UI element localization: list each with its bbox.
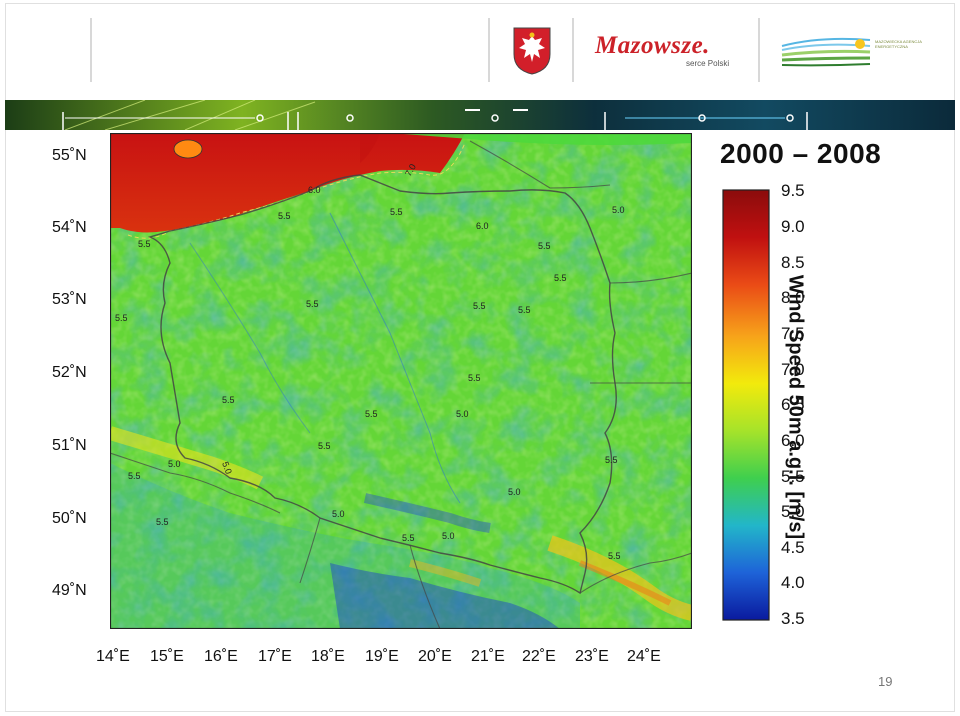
colorbar-tick-label: 4.5 <box>781 538 805 557</box>
contour-label: 5.5 <box>128 471 141 481</box>
contour-label: 5.5 <box>390 207 403 217</box>
latitude-label: 51˚N <box>52 437 87 454</box>
longitude-label: 22˚E <box>522 648 556 665</box>
contour-label: 5.5 <box>138 239 151 249</box>
header-divider <box>90 18 92 82</box>
longitude-label: 15˚E <box>150 648 184 665</box>
longitude-label: 19˚E <box>365 648 399 665</box>
header-divider <box>758 18 760 82</box>
contour-label: 5.0 <box>442 531 455 541</box>
contour-label: 5.5 <box>365 409 378 419</box>
colorbar-tick-label: 5.5 <box>781 467 805 486</box>
longitude-label: 20˚E <box>418 648 452 665</box>
header-divider <box>572 18 574 82</box>
contour-label: 5.5 <box>538 241 551 251</box>
contour-label: 5.5 <box>156 517 169 527</box>
contour-label: 6.0 <box>476 221 489 231</box>
latitude-label: 55˚N <box>52 147 87 164</box>
contour-label: 5.5 <box>402 533 415 543</box>
contour-label: 5.0 <box>508 487 521 497</box>
latitude-label: 49˚N <box>52 582 87 599</box>
colorbar-tick-label: 6.0 <box>781 431 805 450</box>
contour-label: 5.0 <box>332 509 345 519</box>
contour-label: 5.5 <box>318 441 331 451</box>
contour-label: 5.5 <box>468 373 481 383</box>
contour-label: 5.5 <box>306 299 319 309</box>
contour-label: 5.5 <box>278 211 291 221</box>
colorbar-title: Wind Speed 50m a.g.l. [m/s] <box>784 274 807 540</box>
colorbar-tick-label: 9.5 <box>781 181 805 200</box>
longitude-label: 21˚E <box>471 648 505 665</box>
decorative-banner <box>5 100 955 130</box>
coat-of-arms-icon <box>513 27 551 75</box>
mazowsze-logo-subtext: serce Polski <box>686 59 730 68</box>
longitude-label: 14˚E <box>96 648 130 665</box>
longitude-label: 16˚E <box>204 648 238 665</box>
contour-label: 5.5 <box>473 301 486 311</box>
longitude-label: 17˚E <box>258 648 292 665</box>
header-logos: Mazowsze. serce Polski MAZOWIECKA AGENCJ… <box>0 0 960 100</box>
header-divider <box>488 18 490 82</box>
contour-label: 5.0 <box>220 460 234 475</box>
longitude-label: 24˚E <box>627 648 661 665</box>
page-number: 19 <box>878 674 893 689</box>
contour-label: 5.5 <box>222 395 235 405</box>
energy-agency-logo-text: MAZOWIECKA AGENCJA ENERGETYCZNA <box>875 39 922 49</box>
map-title: 2000 – 2008 <box>720 138 882 169</box>
contour-label: 5.0 <box>168 459 181 469</box>
contour-label: 5.0 <box>456 409 469 419</box>
energy-agency-logo-icon <box>781 37 871 67</box>
contour-label: 5.5 <box>605 455 618 465</box>
contour-label: 5.5 <box>115 313 128 323</box>
latitude-label: 54˚N <box>52 219 87 236</box>
colorbar-tick-label: 6.5 <box>781 395 805 414</box>
colorbar-tick-label: 3.5 <box>781 609 805 628</box>
colorbar-tick-label: 5.0 <box>781 502 805 521</box>
latitude-label: 53˚N <box>52 291 87 308</box>
contour-label: 5.5 <box>518 305 531 315</box>
colorbar-tick-label: 9.0 <box>781 217 805 236</box>
contour-label: 5.5 <box>554 273 567 283</box>
colorbar-tick-label: 8.5 <box>781 253 805 272</box>
longitude-label: 23˚E <box>575 648 609 665</box>
colorbar-tick-label: 7.0 <box>781 360 805 379</box>
slide-border <box>5 3 955 712</box>
colorbar-tick-label: 4.0 <box>781 573 805 592</box>
colorbar-tick-label: 7.5 <box>781 324 805 343</box>
wind-speed-map: 7.0 6.0 5.5 5.5 6.0 5.5 5.0 5.5 5.5 5.5 … <box>110 133 692 629</box>
latitude-label: 52˚N <box>52 364 87 381</box>
contour-label: 6.0 <box>308 185 321 195</box>
latitude-label: 50˚N <box>52 510 87 527</box>
colorbar-tick-label: 8.0 <box>781 288 805 307</box>
colorbar <box>722 189 770 621</box>
contour-label: 5.0 <box>612 205 625 215</box>
longitude-label: 18˚E <box>311 648 345 665</box>
mazowsze-logo-text: Mazowsze. <box>595 32 710 59</box>
contour-label: 5.5 <box>608 551 621 561</box>
